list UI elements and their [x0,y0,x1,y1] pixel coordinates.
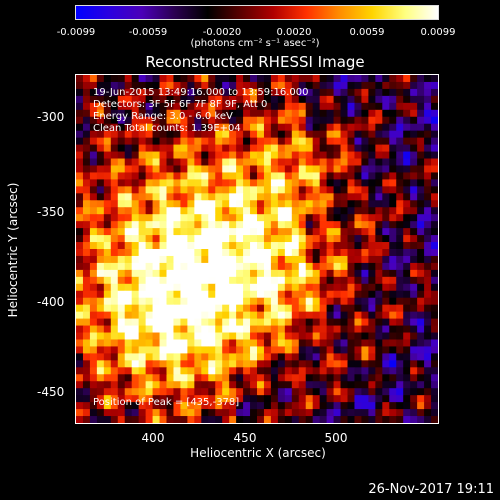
colorbar-tick: 0.0099 [420,27,456,38]
colorbar-tick: 0.0020 [276,27,312,38]
colorbar-tick: 0.0059 [349,27,385,38]
x-tick-label: 400 [141,431,165,445]
x-axis-label: Heliocentric X (arcsec) [190,446,326,460]
timestamp: 26-Nov-2017 19:11 [368,482,494,497]
colorbar-tick: -0.0059 [128,27,168,38]
y-axis-label: Heliocentric Y (arcsec) [6,182,20,318]
colorbar-unit-label: (photons cm⁻² s⁻¹ asec⁻²) [190,38,320,49]
colorbar-tick: -0.0099 [56,27,96,38]
energy-range-label: Energy Range: 3.0 - 6.0 keV [93,111,233,122]
y-tick-label: -450 [37,385,65,399]
peak-position-label: Position of Peak = [435,-378] [93,397,240,408]
colorbar-tick: -0.0020 [202,27,242,38]
time-range-label: 19-Jun-2015 13:49:16.000 to 13:59:16.000 [93,87,309,98]
y-tick-label: -350 [37,205,65,219]
detectors-label: Detectors: 3F 5F 6F 7F 8F 9F, Att 0 [93,99,268,110]
image-plot-area [75,74,439,424]
image-title: Reconstructed RHESSI Image [145,53,365,71]
clean-counts-label: Clean Total counts: 1.39E+04 [93,123,241,134]
y-tick-label: -300 [37,110,65,124]
x-tick-label: 450 [233,431,257,445]
rhessi-heatmap [76,75,438,423]
x-tick-label: 500 [324,431,348,445]
y-tick-label: -400 [37,295,65,309]
colorbar [75,5,439,20]
